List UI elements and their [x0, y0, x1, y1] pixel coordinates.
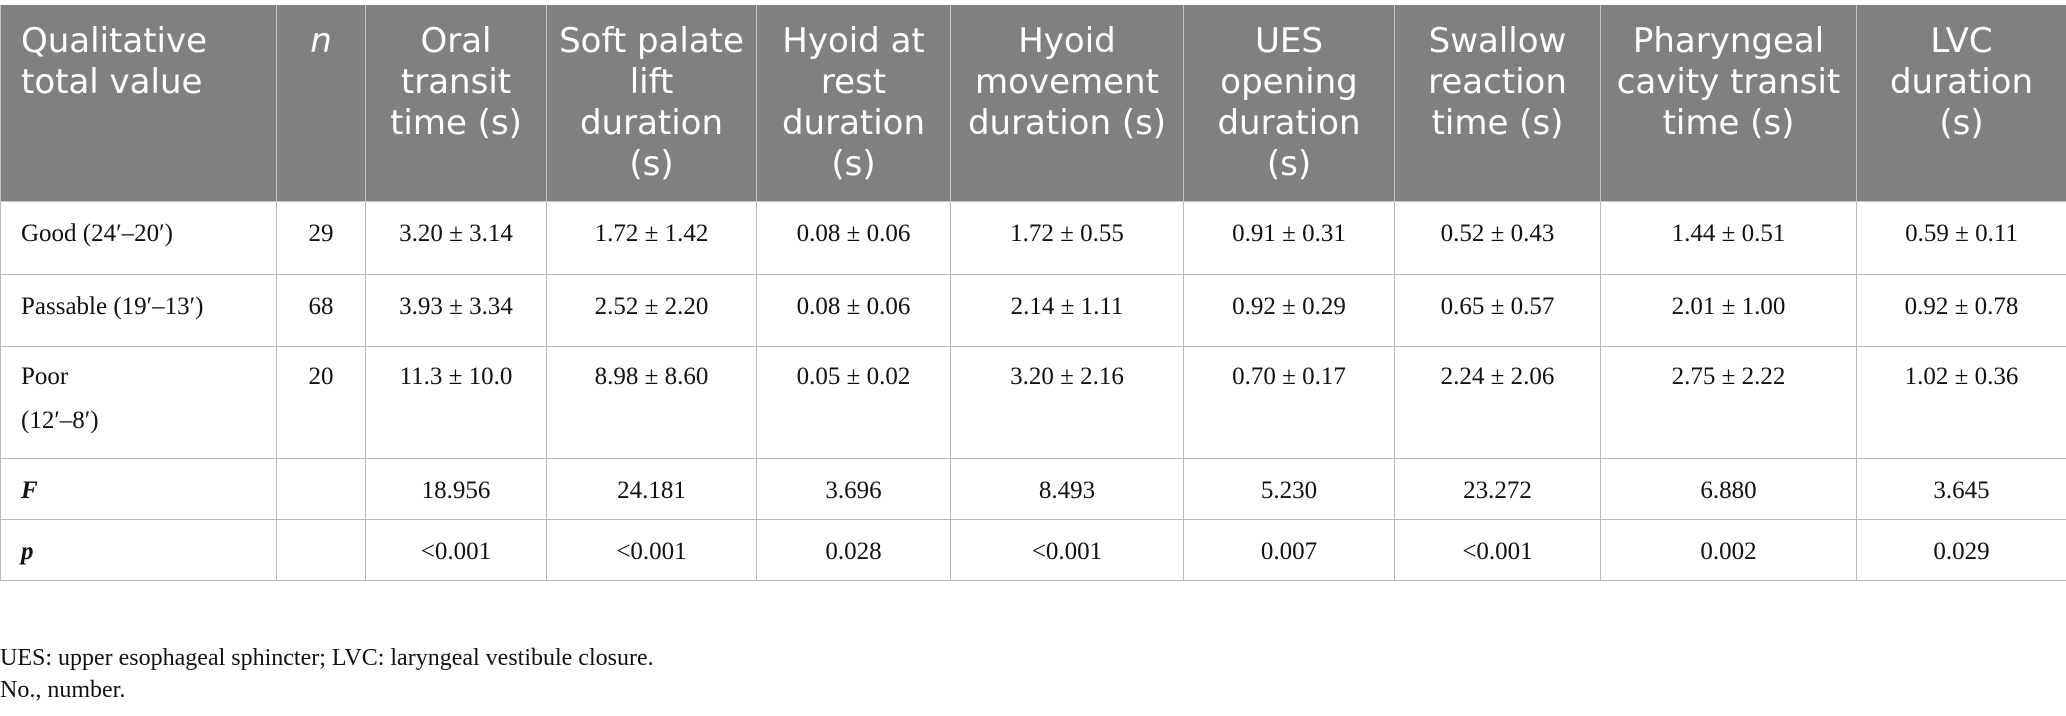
table-cell: 2.14 ± 1.11 [950, 273, 1184, 347]
table-cell: 0.007 [1183, 518, 1395, 581]
table-cell: 0.08 ± 0.06 [756, 200, 951, 275]
table-cell: 2.01 ± 1.00 [1600, 273, 1857, 347]
table-cell: <0.001 [950, 518, 1184, 581]
table-cell: 2.24 ± 2.06 [1394, 345, 1601, 459]
table-cell: 1.72 ± 0.55 [950, 200, 1184, 275]
table-cell: 0.92 ± 0.29 [1183, 273, 1395, 347]
table-cell: 23.272 [1394, 457, 1601, 520]
cell-n: 68 [276, 273, 366, 347]
table-cell: 0.08 ± 0.06 [756, 273, 951, 347]
table-cell: <0.001 [365, 518, 547, 581]
table-cell: 6.880 [1600, 457, 1857, 520]
table-cell: 0.029 [1856, 518, 2066, 581]
header-pharyngeal-cavity-transit-time: Pharyngeal cavity transit time (s) [1600, 5, 1857, 202]
row-label-line2: (12′–8′) [21, 406, 99, 434]
footnote-abbreviations: UES: upper esophageal sphincter; LVC: la… [0, 645, 654, 671]
header-hyoid-at-rest-duration: Hyoid at rest duration (s) [756, 5, 951, 202]
table-cell: 2.75 ± 2.22 [1600, 345, 1857, 459]
header-n: n [276, 5, 366, 202]
table-cell: 8.493 [950, 457, 1184, 520]
table-cell: 0.05 ± 0.02 [756, 345, 951, 459]
header-lvc-duration: LVC duration (s) [1856, 5, 2066, 202]
table-cell: 3.20 ± 2.16 [950, 345, 1184, 459]
row-label: Poor (12′–8′) [0, 345, 277, 459]
table-cell: 3.645 [1856, 457, 2066, 520]
table-cell: 0.91 ± 0.31 [1183, 200, 1395, 275]
cell-n [276, 457, 366, 520]
table-cell: 11.3 ± 10.0 [365, 345, 547, 459]
results-table: Qualitative total value n Oral transit t… [0, 5, 2066, 581]
header-ues-opening-duration: UES opening duration (s) [1183, 5, 1395, 202]
table-cell: 3.696 [756, 457, 951, 520]
cell-n: 20 [276, 345, 366, 459]
table-row-passable: Passable (19′–13′) 68 3.93 ± 3.34 2.52 ±… [0, 273, 2066, 347]
table-cell: 1.44 ± 0.51 [1600, 200, 1857, 275]
row-label: Good (24′–20′) [0, 200, 277, 275]
table-cell: 3.20 ± 3.14 [365, 200, 547, 275]
table-row-good: Good (24′–20′) 29 3.20 ± 3.14 1.72 ± 1.4… [0, 200, 2066, 275]
table-row-p-value: p <0.001 <0.001 0.028 <0.001 0.007 <0.00… [0, 518, 2066, 581]
table-cell: 1.02 ± 0.36 [1856, 345, 2066, 459]
table-cell: 3.93 ± 3.34 [365, 273, 547, 347]
header-soft-palate-lift-duration: Soft palate lift duration (s) [546, 5, 757, 202]
cell-n [276, 518, 366, 581]
table-cell: 24.181 [546, 457, 757, 520]
table-cell: 18.956 [365, 457, 547, 520]
table-cell: 0.002 [1600, 518, 1857, 581]
row-label-f: F [0, 457, 277, 520]
table-cell: 2.52 ± 2.20 [546, 273, 757, 347]
table-cell: 0.028 [756, 518, 951, 581]
table-cell: <0.001 [1394, 518, 1601, 581]
row-label-p: p [0, 518, 277, 581]
table-cell: 1.72 ± 1.42 [546, 200, 757, 275]
table-cell: 0.52 ± 0.43 [1394, 200, 1601, 275]
table-cell: <0.001 [546, 518, 757, 581]
footnote-number: No., number. [0, 677, 126, 703]
table-cell: 0.70 ± 0.17 [1183, 345, 1395, 459]
header-oral-transit-time: Oral transit time (s) [365, 5, 547, 202]
table-cell: 5.230 [1183, 457, 1395, 520]
row-label: Passable (19′–13′) [0, 273, 277, 347]
header-row: Qualitative total value n Oral transit t… [0, 5, 2066, 202]
table-cell: 0.92 ± 0.78 [1856, 273, 2066, 347]
table-cell: 0.59 ± 0.11 [1856, 200, 2066, 275]
header-hyoid-movement-duration: Hyoid movement duration (s) [950, 5, 1184, 202]
table-footnotes: UES: upper esophageal sphincter; LVC: la… [0, 642, 654, 706]
header-qualitative-total-value: Qualitative total value [0, 5, 277, 202]
table-row-f-statistic: F 18.956 24.181 3.696 8.493 5.230 23.272… [0, 457, 2066, 520]
table-row-poor: Poor (12′–8′) 20 11.3 ± 10.0 8.98 ± 8.60 … [0, 345, 2066, 459]
header-swallow-reaction-time: Swallow reaction time (s) [1394, 5, 1601, 202]
table-cell: 0.65 ± 0.57 [1394, 273, 1601, 347]
table-cell: 8.98 ± 8.60 [546, 345, 757, 459]
cell-n: 29 [276, 200, 366, 275]
row-label-line1: Poor [21, 362, 69, 390]
